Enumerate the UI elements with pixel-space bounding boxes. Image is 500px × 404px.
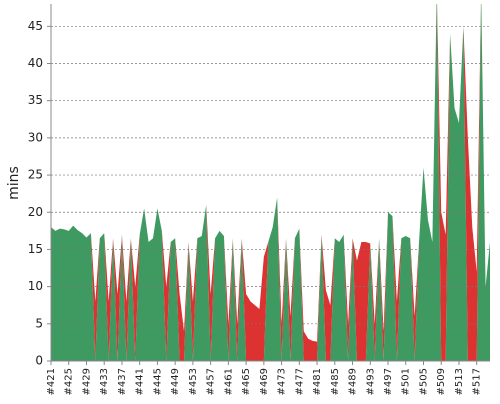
y-tick-label: 20 (28, 205, 43, 219)
x-tick-label: #493 (365, 368, 376, 395)
x-tick-label: #513 (454, 368, 465, 395)
x-tick-label: #425 (64, 368, 75, 395)
x-tick-label: #481 (312, 368, 323, 395)
area (51, 4, 490, 361)
x-tick-label: #477 (294, 368, 305, 395)
x-tick-label: #449 (170, 368, 181, 395)
x-tick-label: #457 (206, 368, 217, 395)
x-tick-label: #469 (259, 368, 270, 395)
x-tick-label: #461 (223, 368, 234, 395)
y-tick-label: 15 (28, 242, 43, 256)
x-tick-label: #453 (188, 368, 199, 395)
y-tick-label: 45 (28, 19, 43, 33)
y-tick-label: 5 (35, 316, 43, 330)
x-tick-label: #517 (472, 368, 483, 395)
x-tick-label: #489 (348, 368, 359, 395)
x-tick-label: #441 (135, 368, 146, 395)
x-tick-label: #473 (277, 368, 288, 395)
x-tick-label: #429 (81, 368, 92, 395)
y-tick-label: 25 (28, 168, 43, 182)
y-tick-label: 35 (28, 93, 43, 107)
x-tick-label: #497 (383, 368, 394, 395)
y-tick-label: 30 (28, 130, 43, 144)
x-tick-label: #505 (418, 368, 429, 395)
plot-area (51, 4, 490, 361)
x-tick-label: #445 (152, 368, 163, 395)
x-tick-label: #437 (117, 368, 128, 395)
x-tick-label: #465 (241, 368, 252, 395)
y-tick-label: 10 (28, 279, 43, 293)
y-tick-label: 40 (28, 56, 43, 70)
x-tick-label: #509 (436, 368, 447, 395)
x-tick-label: #501 (401, 368, 412, 395)
x-tick-label: #421 (46, 368, 57, 395)
area (51, 4, 490, 361)
y-axis-label: mins (6, 166, 22, 200)
y-tick-label: 0 (35, 354, 43, 368)
x-tick-label: #433 (99, 368, 110, 395)
x-tick-label: #485 (330, 368, 341, 395)
